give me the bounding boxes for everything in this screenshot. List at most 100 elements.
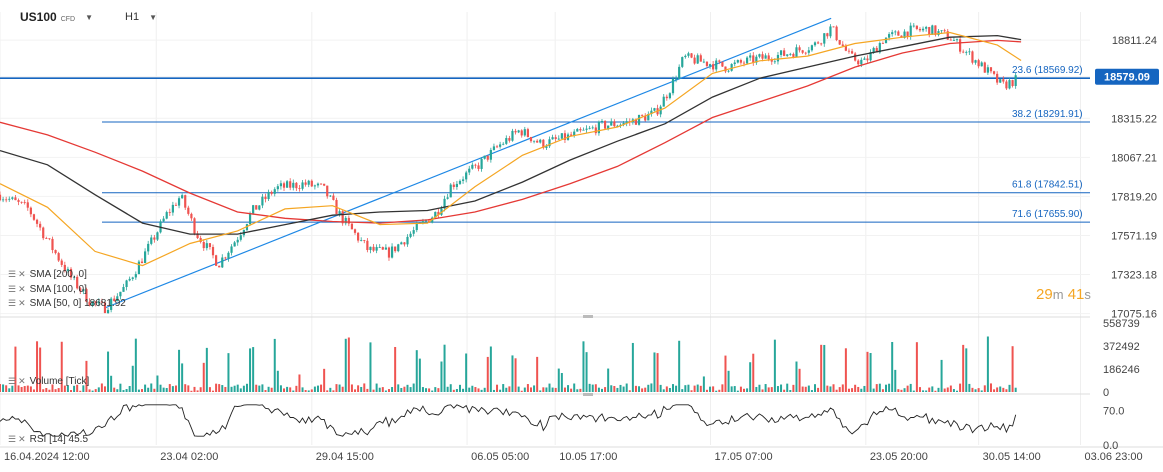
candle-body [17, 200, 20, 202]
volume-bar [928, 387, 931, 392]
volume-bar [579, 388, 582, 392]
candle-body [721, 61, 724, 67]
candle-body [134, 274, 137, 278]
volume-bar [789, 390, 792, 392]
volume-bar [122, 390, 125, 392]
candle-body [829, 26, 832, 37]
volume-bar [761, 389, 764, 392]
volume-bar [702, 376, 705, 392]
volume-bar [946, 387, 949, 392]
sma100-line [0, 34, 1022, 235]
candle-body [844, 45, 847, 51]
volume-bar [471, 385, 474, 392]
candle-body [387, 247, 391, 258]
volume-bar [2, 384, 5, 392]
candle-body [446, 197, 449, 199]
price-tick-label: 17075.16 [1111, 309, 1157, 321]
volume-bar [767, 387, 770, 392]
volume-bar [499, 389, 502, 392]
volume-bar [70, 390, 73, 392]
volume-bar [641, 388, 644, 392]
volume-bar [671, 384, 674, 392]
candle-body [854, 53, 857, 61]
volume-bar [891, 341, 894, 392]
timeframe-selector[interactable]: H1 [125, 11, 140, 23]
candle-body [230, 246, 233, 253]
time-tick-label: 16.04.2024 12:00 [4, 451, 90, 463]
volume-bar [178, 349, 181, 392]
volume-bar [128, 386, 131, 392]
candle-body [585, 128, 588, 130]
candle-body [273, 189, 276, 194]
price-tick-label: 18315.22 [1111, 113, 1157, 125]
candle-body [996, 73, 999, 83]
volume-bar [900, 389, 903, 392]
volume-bar [897, 389, 900, 392]
volume-bar [455, 389, 458, 392]
volume-bar [406, 384, 409, 392]
bars-icon[interactable]: ☰ [8, 284, 17, 294]
volume-bar [786, 383, 789, 392]
volume-bar [925, 390, 928, 392]
volume-bar [807, 385, 810, 392]
candle-body [82, 289, 85, 292]
candle-body [88, 301, 91, 306]
candle-body [705, 61, 709, 66]
close-icon[interactable]: ✕ [18, 376, 26, 386]
candle-body [548, 139, 551, 147]
candle-body [897, 31, 900, 36]
sma200-line [0, 39, 1022, 224]
volume-bar [594, 384, 597, 392]
candle-body [813, 42, 817, 46]
bars-icon[interactable]: ☰ [8, 298, 17, 308]
volume-bar [51, 384, 54, 392]
volume-bar [381, 387, 384, 392]
pane-resize-handle[interactable] [583, 393, 593, 396]
volume-bar [387, 389, 390, 392]
candle-body [616, 125, 619, 127]
volume-bar [94, 389, 97, 392]
close-icon[interactable]: ✕ [18, 434, 26, 444]
candle-body [202, 241, 205, 249]
caret-down-icon[interactable]: ▼ [149, 12, 157, 22]
close-icon[interactable]: ✕ [18, 284, 26, 294]
candle-body [295, 182, 298, 189]
close-icon[interactable]: ✕ [18, 298, 26, 308]
pane-separators[interactable] [0, 315, 1163, 448]
volume-bar [699, 385, 702, 392]
candle-body [483, 155, 486, 159]
candle-body [999, 79, 1002, 83]
candle-body [60, 260, 63, 265]
close-icon[interactable]: ✕ [18, 269, 26, 279]
volume-bar [798, 368, 801, 392]
candle-body [409, 233, 412, 237]
bars-icon[interactable]: ☰ [8, 434, 17, 444]
volume-bar [863, 385, 866, 392]
volume-bar [150, 383, 153, 392]
caret-down-icon[interactable]: ▼ [85, 12, 94, 22]
bars-icon[interactable]: ☰ [8, 269, 17, 279]
candle-body [381, 247, 384, 250]
candle-body [727, 70, 730, 72]
volume-bar [675, 385, 678, 392]
candle-body [258, 205, 261, 210]
volume-bar [372, 389, 375, 392]
bars-icon[interactable]: ☰ [8, 376, 17, 386]
candle-body [338, 211, 341, 214]
candle-body [943, 30, 946, 32]
volume-bar [783, 389, 786, 392]
volume-bar [310, 389, 313, 392]
symbol-selector[interactable]: US100 CFD [20, 10, 75, 24]
pane-resize-handle[interactable] [583, 315, 593, 318]
time-tick-label: 23.05 20:00 [870, 451, 928, 463]
candle-body [171, 204, 174, 213]
volume-bar [215, 383, 218, 392]
candle-body [347, 217, 350, 224]
candle-body [397, 244, 400, 252]
volume-bar [616, 387, 619, 392]
volume-bar [168, 384, 171, 392]
candle-body [539, 139, 542, 143]
candle-body [579, 129, 582, 131]
volume-bar [631, 342, 634, 392]
